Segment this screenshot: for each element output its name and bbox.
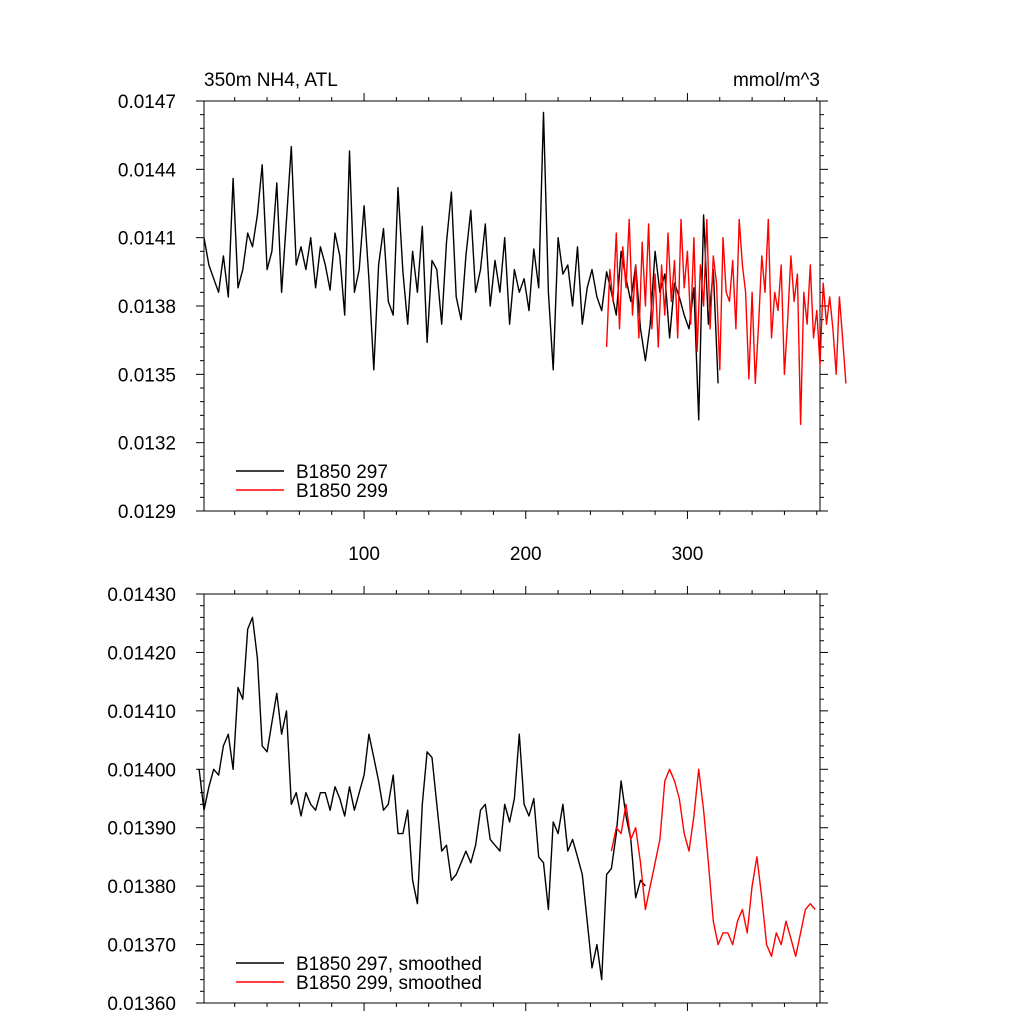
top-panel-units: mmol/m^3 <box>733 70 820 91</box>
top-panel-title: 350m NH4, ATL <box>204 70 338 91</box>
series-line-b1850-297 <box>203 111 719 421</box>
y-tick-label: 0.0129 <box>118 502 176 523</box>
y-tick-label: 0.0135 <box>118 365 176 386</box>
x-tick-label: 100 <box>348 544 380 565</box>
bottom-plot-frame <box>203 593 821 1004</box>
y-tick-label: 0.01430 <box>107 585 176 606</box>
series-line-b1850-299 <box>605 218 847 426</box>
y-tick-label: 0.01410 <box>107 702 176 723</box>
y-tick-label: 0.0147 <box>118 92 176 113</box>
y-tick-label: 0.01370 <box>107 936 176 957</box>
y-tick-label: 0.0138 <box>118 297 176 318</box>
y-tick-label: 0.0132 <box>118 434 176 455</box>
legend-label: B1850 297 <box>296 462 388 483</box>
bottom-panel: 0.01360 0.01370 0.01380 0.01390 0.01400 0.014… <box>107 585 828 1015</box>
y-tick-label: 0.01360 <box>107 994 176 1015</box>
x-tick-label: 200 <box>510 544 542 565</box>
series-line-b1850-297-smoothed <box>198 616 646 981</box>
y-tick-label: 0.0144 <box>118 160 177 181</box>
y-tick-label: 0.01400 <box>107 760 176 781</box>
y-tick-label: 0.01390 <box>107 819 176 840</box>
top-plot-frame <box>203 100 821 512</box>
y-tick-label: 0.01380 <box>107 877 176 898</box>
y-tick-label: 0.01420 <box>107 643 176 664</box>
top-panel: 350m NH4, ATL mmol/m^3 0.0129 0.0132 0.013… <box>118 70 847 565</box>
legend-label: B1850 297, smoothed <box>296 954 482 975</box>
y-tick-label: 0.0141 <box>118 229 176 250</box>
series-line-b1850-299-smoothed <box>610 768 816 957</box>
x-tick-label: 300 <box>672 544 704 565</box>
legend-label: B1850 299 <box>296 481 388 502</box>
legend-label: B1850 299, smoothed <box>296 973 482 994</box>
